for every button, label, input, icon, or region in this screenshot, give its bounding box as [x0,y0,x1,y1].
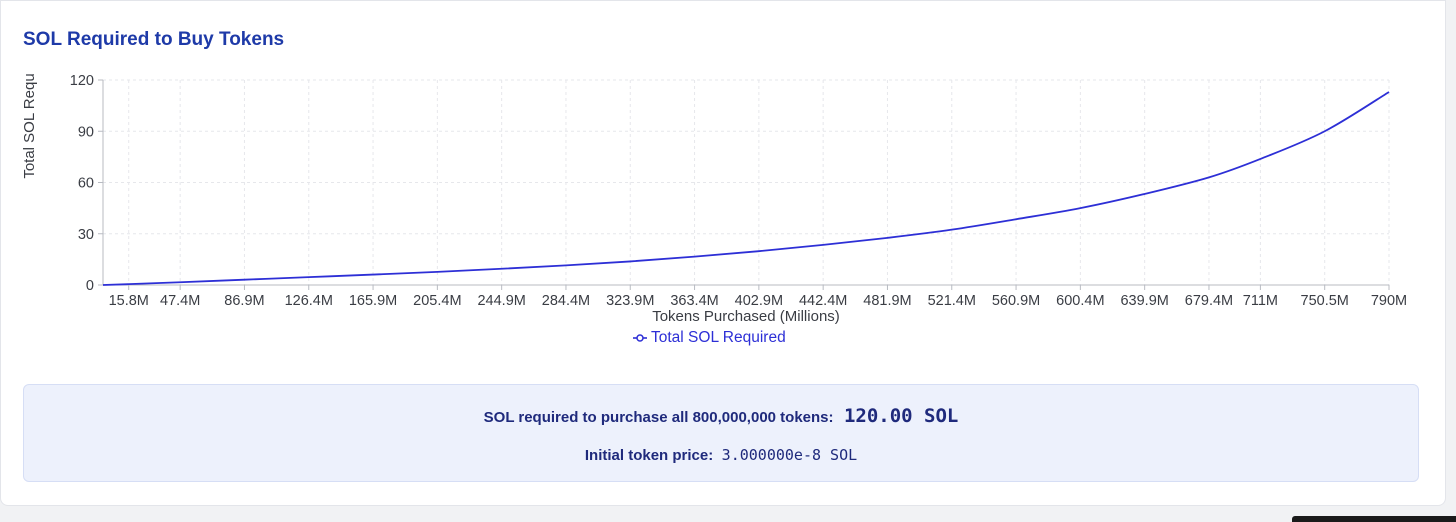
x-tick-label: 284.4M [542,293,590,309]
legend-line-marker-icon [633,334,647,342]
x-tick-label: 750.5M [1301,293,1349,309]
initial-price-label: Initial token price: [584,447,714,464]
x-tick-label: 205.4M [413,293,461,309]
grid-lines [103,79,1390,286]
initial-price-row: Initial token price: 3.000000e-8 SOL [24,446,1418,465]
summary-panel: SOL required to purchase all 800,000,000… [23,384,1419,482]
x-tick-label: 165.9M [349,293,397,309]
x-tick-label: 402.9M [735,293,783,309]
x-tick-label: 323.9M [606,293,654,309]
x-tick-label: 244.9M [477,293,525,309]
y-tick-label: 30 [78,227,94,243]
series-lines [102,91,1390,286]
total-sol-value: 120.00 SOL [843,405,959,427]
total-sol-label: SOL required to purchase all 800,000,000… [483,409,834,426]
x-tick-labels: 15.8M 47.4M 86.9M 126.4M 165.9M 205.4M 244.9M 2… [109,293,1408,309]
series-line-total-sol [102,91,1390,286]
y-tick-label: 60 [78,176,94,192]
axes [98,79,1390,290]
y-tick-label: 120 [70,73,94,89]
legend-label: Total SOL Required [651,329,786,346]
x-tick-label: 481.9M [863,293,911,309]
window-corner [1292,516,1456,522]
x-axis-label: Tokens Purchased (Millions) [652,308,840,325]
chart-card: SOL Required to Buy Tokens 0 30 60 90 120 15… [0,0,1446,506]
x-tick-label: 47.4M [160,293,200,309]
x-tick-label: 442.4M [799,293,847,309]
x-tick-label: 126.4M [285,293,333,309]
x-tick-label: 560.9M [992,293,1040,309]
chart-title: SOL Required to Buy Tokens [23,29,285,50]
line-chart: 0 30 60 90 120 15.8M 47.4M 86.9M 126.4M 165.9M 20… [21,73,1408,325]
x-tick-label: 600.4M [1056,293,1104,309]
x-tick-label: 639.9M [1120,293,1168,309]
y-axis-label: Total SOL Requ [21,73,38,178]
y-tick-label: 90 [78,124,94,140]
x-tick-label: 679.4M [1185,293,1233,309]
y-tick-label: 0 [86,278,94,294]
x-tick-label: 521.4M [928,293,976,309]
initial-price-value: 3.000000e-8 SOL [721,446,858,464]
x-tick-label: 15.8M [109,293,149,309]
x-tick-label: 711M [1243,293,1278,309]
chart-legend[interactable]: Total SOL Required [633,329,786,347]
y-tick-labels: 0 30 60 90 120 [70,73,94,294]
total-sol-row: SOL required to purchase all 800,000,000… [24,405,1418,427]
x-tick-label: 790M [1371,293,1407,309]
x-tick-label: 86.9M [224,293,264,309]
x-tick-label: 363.4M [670,293,718,309]
